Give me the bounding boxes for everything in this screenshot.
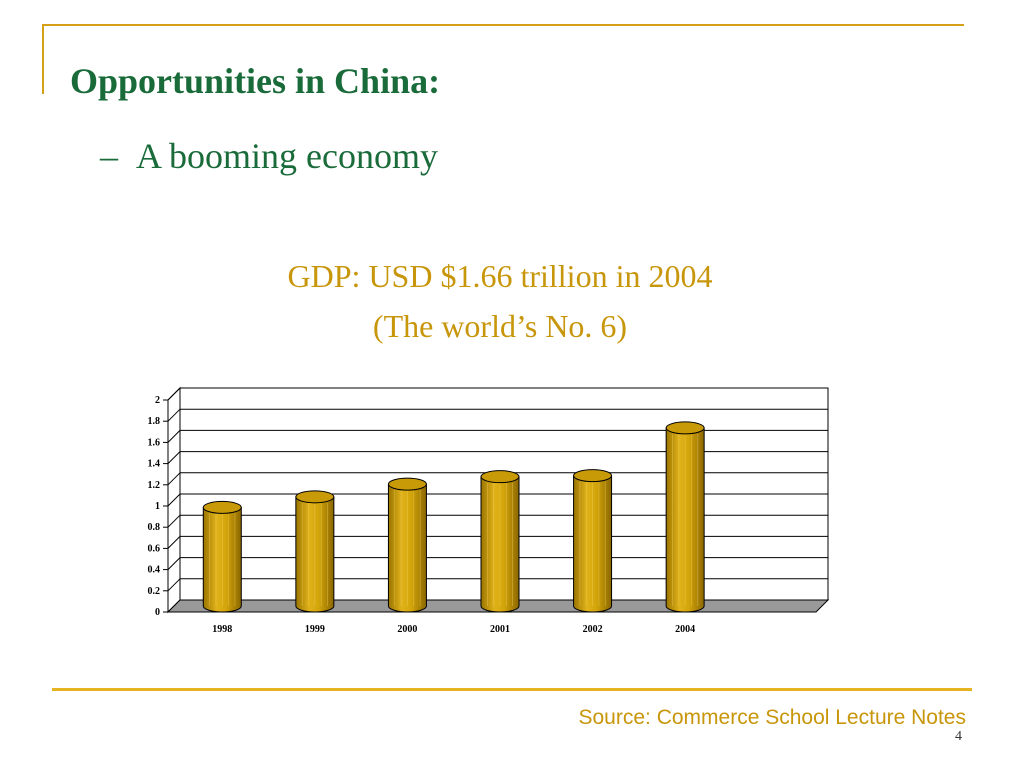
bar-top — [480, 470, 520, 484]
bar-top — [295, 490, 335, 504]
frame-left-line — [42, 24, 44, 94]
y-tick-label: 2 — [155, 395, 160, 406]
y-tick-label: 0 — [155, 607, 160, 618]
x-tick-label: 2001 — [490, 624, 510, 635]
gridline-side — [167, 557, 181, 570]
gridline-side — [167, 578, 181, 592]
source-note: Source: Commerce School Lecture Notes — [578, 706, 966, 729]
bar-top — [202, 500, 242, 514]
gridline-side — [167, 451, 181, 464]
gridline-side — [167, 536, 181, 549]
y-tick-label: 1.4 — [148, 459, 161, 470]
bar-top — [665, 421, 705, 435]
bar-2002 — [573, 469, 613, 613]
x-tick-label: 2000 — [397, 624, 417, 635]
bar-2000 — [387, 477, 427, 613]
frame-top-line — [42, 24, 964, 26]
y-tick-label: 1 — [155, 501, 160, 512]
gridline-side — [167, 493, 181, 507]
y-tick-label: 0.8 — [148, 522, 161, 533]
gridline-side — [167, 430, 181, 443]
slide-bullet: – A booming economy — [100, 135, 438, 177]
bar-2001 — [480, 470, 520, 613]
y-tick-label: 0.6 — [148, 543, 161, 554]
slide-title: Opportunities in China: — [70, 61, 441, 101]
y-tick-label: 1.8 — [148, 416, 161, 427]
chart-subtitle: (The world’s No. 6) — [372, 308, 628, 344]
page-number: 4 — [955, 729, 962, 744]
gridline-side — [167, 514, 181, 528]
x-tick-label: 1998 — [212, 624, 232, 635]
bar-2004 — [665, 421, 705, 613]
bullet-text: A booming economy — [136, 136, 438, 176]
bar-1998 — [202, 500, 242, 613]
x-tick-label: 2004 — [675, 624, 695, 635]
bar-top — [573, 469, 613, 483]
x-tick-label: 1999 — [305, 624, 325, 635]
bullet-dash: – — [100, 136, 118, 176]
footer-divider — [52, 688, 972, 691]
y-tick-label: 0.2 — [148, 586, 161, 597]
x-tick-label: 2002 — [583, 624, 603, 635]
chart-title: GDP: USD $1.66 trillion in 2004 — [287, 258, 713, 294]
gridline-side — [167, 472, 181, 486]
y-tick-label: 0.4 — [148, 565, 161, 576]
y-tick-label: 1.2 — [148, 480, 161, 491]
gridline-side — [167, 408, 181, 422]
bar-top — [387, 477, 427, 491]
y-tick-label: 1.6 — [148, 437, 161, 448]
bar-1999 — [295, 490, 335, 613]
gridline-side — [167, 387, 181, 401]
